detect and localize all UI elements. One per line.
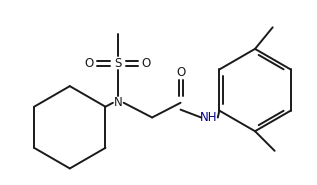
Text: O: O: [85, 57, 94, 70]
Text: NH: NH: [200, 111, 218, 124]
Text: O: O: [142, 57, 151, 70]
Text: N: N: [113, 96, 122, 109]
Text: O: O: [176, 66, 185, 79]
Text: S: S: [114, 57, 121, 70]
